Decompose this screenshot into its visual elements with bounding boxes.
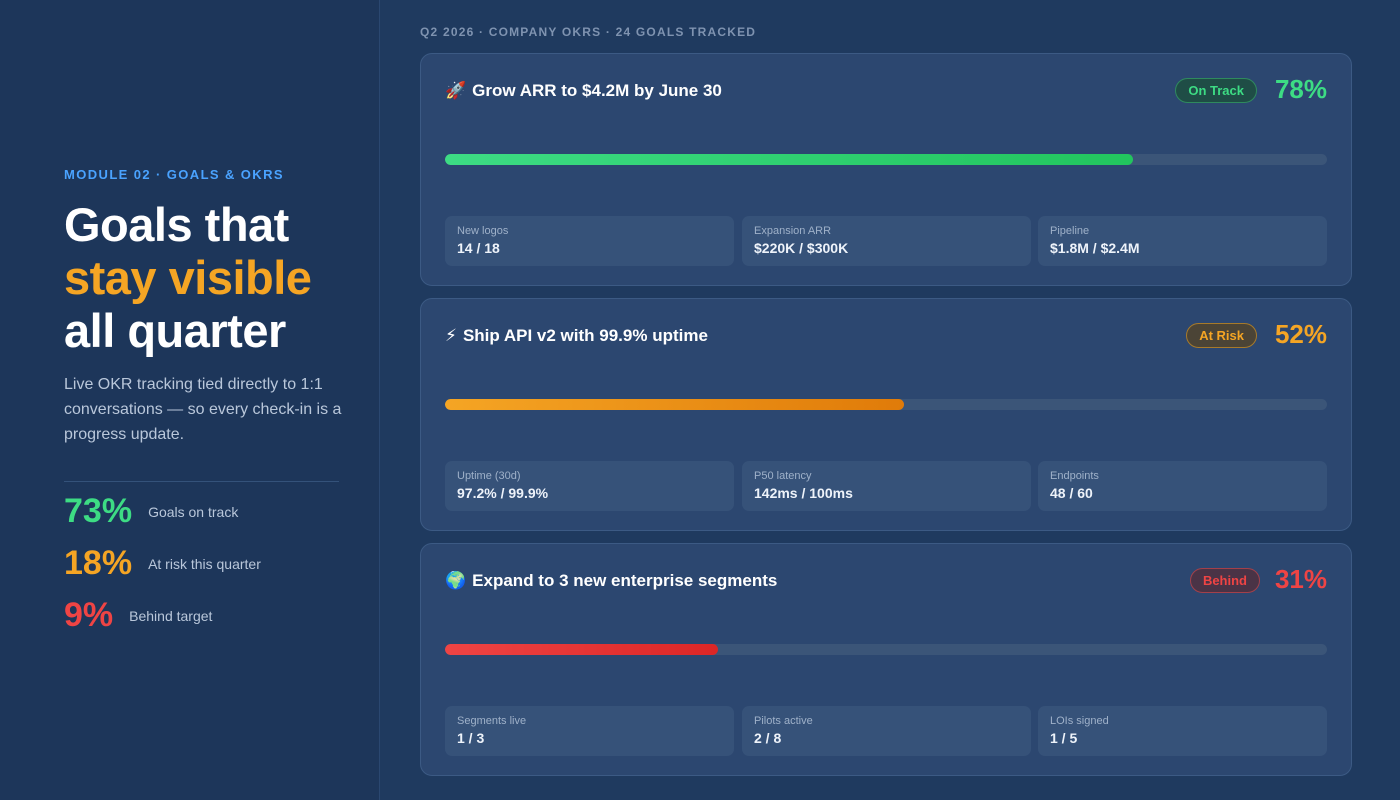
metric-tile: LOIs signed 1 / 5: [1038, 706, 1327, 756]
goal-title: 🌍 Expand to 3 new enterprise segments: [445, 571, 777, 591]
status-badge: Behind: [1189, 568, 1260, 593]
stat-label: Behind target: [129, 607, 213, 624]
hero-panel: MODULE 02 · GOALS & OKRS Goals that stay…: [0, 0, 380, 800]
stat-value: 9%: [64, 596, 114, 634]
breadcrumb: Q2 2026 · COMPANY OKRS · 24 GOALS TRACKE…: [420, 25, 757, 39]
metric-tile: Expansion ARR $220K / $300K: [742, 216, 1031, 266]
metric-tile: Endpoints 48 / 60: [1038, 461, 1327, 511]
metric-value: 14 / 18: [457, 240, 500, 256]
metric-value: 97.2% / 99.9%: [457, 485, 549, 501]
globe-icon: 🌍: [445, 571, 467, 590]
stat-value: 18%: [64, 544, 133, 582]
progress-track: [445, 399, 1327, 410]
metric-label: Segments live: [457, 715, 527, 727]
stat-on-track: 73% Goals on track: [64, 492, 238, 531]
goal-title-text: Grow ARR to $4.2M by June 30: [472, 81, 722, 100]
status-badge: On Track: [1175, 78, 1257, 103]
goals-panel: Q2 2026 · COMPANY OKRS · 24 GOALS TRACKE…: [420, 0, 1352, 800]
metric-label: Pilots active: [754, 715, 813, 727]
progress-fill: [445, 399, 904, 410]
metric-value: 1 / 5: [1050, 730, 1078, 746]
lightning-icon: ⚡: [445, 326, 457, 345]
goal-title-text: Ship API v2 with 99.9% uptime: [462, 326, 708, 345]
goal-percent: 78%: [1274, 74, 1327, 104]
metric-tile: Pipeline $1.8M / $2.4M: [1038, 216, 1327, 266]
stat-label: Goals on track: [148, 503, 239, 520]
goal-title: ⚡ Ship API v2 with 99.9% uptime: [445, 326, 708, 346]
goal-card-api[interactable]: ⚡ Ship API v2 with 99.9% uptime At Risk 5…: [420, 298, 1352, 531]
progress-fill: [445, 644, 719, 655]
metric-tile: Uptime (30d) 97.2% / 99.9%: [445, 461, 734, 511]
page-title: Goals that stay visible all quarter: [64, 198, 364, 357]
headline-line-3: all quarter: [64, 304, 286, 357]
stat-value: 73%: [64, 492, 133, 530]
metric-label: Endpoints: [1050, 470, 1099, 482]
goal-percent: 31%: [1274, 564, 1327, 594]
metric-label: Pipeline: [1050, 225, 1090, 237]
goal-title: 🚀 Grow ARR to $4.2M by June 30: [445, 81, 722, 101]
goal-title-text: Expand to 3 new enterprise segments: [472, 571, 778, 590]
stat-behind: 9% Behind target: [64, 596, 212, 635]
lede-text: Live OKR tracking tied directly to 1:1 c…: [64, 376, 342, 443]
goal-card-segments[interactable]: 🌍 Expand to 3 new enterprise segments Beh…: [420, 543, 1352, 776]
metric-value: $220K / $300K: [754, 240, 849, 256]
metric-value: 142ms / 100ms: [754, 485, 853, 501]
metric-value: 1 / 3: [457, 730, 485, 746]
headline-line-2: stay visible: [64, 251, 312, 304]
metric-tile: Pilots active 2 / 8: [742, 706, 1031, 756]
metric-label: Expansion ARR: [754, 225, 832, 237]
goal-percent: 52%: [1274, 319, 1327, 349]
status-badge: At Risk: [1186, 323, 1257, 348]
metric-label: Uptime (30d): [457, 470, 521, 482]
module-tag: MODULE 02 · GOALS & OKRS: [64, 167, 284, 182]
metric-value: $1.8M / $2.4M: [1050, 240, 1140, 256]
metric-label: New logos: [457, 225, 509, 237]
metric-tile: Segments live 1 / 3: [445, 706, 734, 756]
rocket-icon: 🚀: [445, 81, 467, 100]
progress-track: [445, 154, 1327, 165]
metric-value: 2 / 8: [754, 730, 782, 746]
stat-label: At risk this quarter: [148, 555, 261, 572]
goal-card-arr[interactable]: 🚀 Grow ARR to $4.2M by June 30 On Track 7…: [420, 53, 1352, 286]
metric-tile: P50 latency 142ms / 100ms: [742, 461, 1031, 511]
stat-at-risk: 18% At risk this quarter: [64, 544, 261, 583]
metric-label: LOIs signed: [1050, 715, 1109, 727]
headline-line-1: Goals that: [64, 198, 289, 251]
metric-tile: New logos 14 / 18: [445, 216, 734, 266]
metric-label: P50 latency: [754, 470, 812, 482]
progress-fill: [445, 154, 1133, 165]
divider: [64, 481, 339, 482]
metric-value: 48 / 60: [1050, 485, 1093, 501]
progress-track: [445, 644, 1327, 655]
